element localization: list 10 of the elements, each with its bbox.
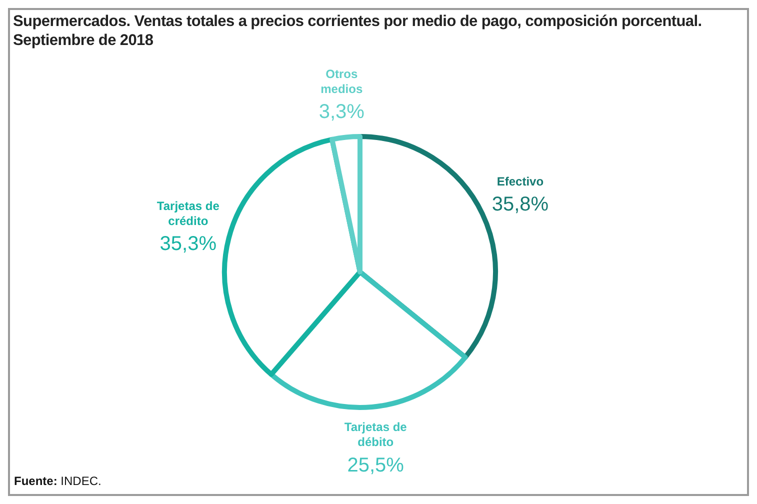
data-label: 35,3% [160,233,217,256]
slice-label: Otros medios [320,66,363,96]
slice-label: Tarjetas de crédito [156,198,220,228]
data-label: 35,8% [492,194,549,216]
slice-label: Tarjetas de débito [344,420,408,450]
data-label: 3,3% [318,100,365,123]
slice-label: Efectivo [496,174,544,188]
chart-title: Supermercados. Ventas totales a precios corrientes por medio de pago, composición porcentual. Septiembre de 2018 [13,12,703,50]
source-note: Fuente: INDEC. [14,474,102,488]
data-label: 25,5% [347,454,404,476]
